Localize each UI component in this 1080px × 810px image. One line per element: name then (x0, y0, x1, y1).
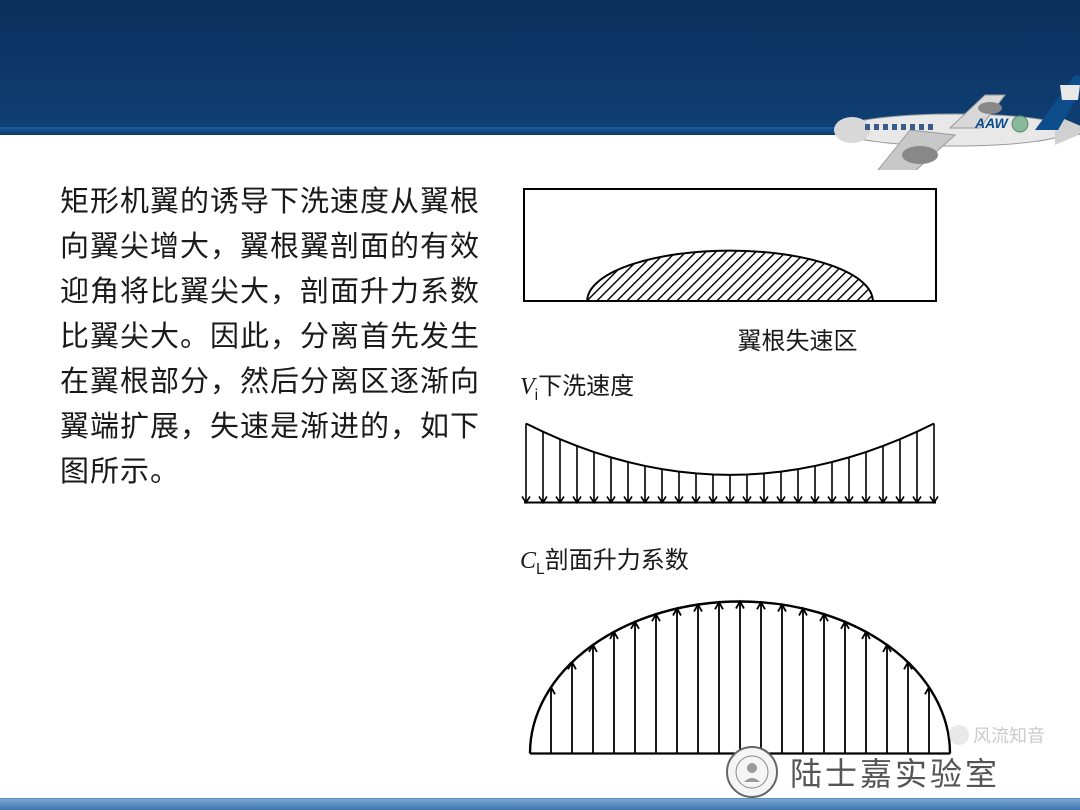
airplane-icon: AAW (810, 60, 1080, 170)
diagram1-label: 翼根失速区 (560, 321, 1035, 356)
lab-branding: 陆士嘉实验室 (726, 746, 1000, 798)
svg-text:AAW: AAW (974, 115, 1009, 131)
body-text: 矩形机翼的诱导下洗速度从翼根向翼尖增大，翼根翼剖面的有效迎角将比翼尖大，剖面升力… (60, 180, 490, 769)
diagram3-label: CL剖面升力系数 (520, 540, 1035, 579)
slide-footer: 风流知音 陆士嘉实验室 (0, 740, 1080, 810)
wechat-icon (949, 725, 969, 745)
wing-planform-diagram (520, 185, 940, 310)
diagram2-label: Vi下洗速度 (520, 366, 1035, 405)
downwash-diagram (520, 415, 940, 515)
lab-seal-icon (726, 746, 778, 798)
content-area: 矩形机翼的诱导下洗速度从翼根向翼尖增大，翼根翼剖面的有效迎角将比翼尖大，剖面升力… (0, 135, 1080, 769)
diagrams-column: 翼根失速区 Vi下洗速度 CL剖面升力系数 (520, 180, 1035, 769)
watermark: 风流知音 (949, 722, 1045, 748)
lift-coefficient-diagram (520, 589, 960, 764)
lab-name: 陆士嘉实验室 (790, 749, 1000, 795)
slide-header: AAW (0, 0, 1080, 135)
footer-bar (0, 798, 1080, 810)
